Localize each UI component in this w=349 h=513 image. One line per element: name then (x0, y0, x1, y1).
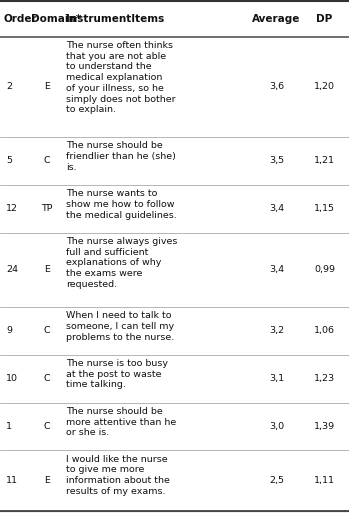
Text: 3,2: 3,2 (269, 326, 284, 336)
Text: 1,11: 1,11 (314, 477, 335, 485)
Text: 24: 24 (6, 265, 18, 274)
Text: 0,99: 0,99 (314, 265, 335, 274)
Text: Domain*: Domain* (31, 14, 82, 24)
Text: C: C (44, 374, 50, 383)
Text: 3,1: 3,1 (269, 374, 284, 383)
Text: The nurse wants to
show me how to follow
the medical guidelines.: The nurse wants to show me how to follow… (66, 189, 177, 220)
Text: 1,21: 1,21 (314, 156, 335, 165)
Text: TP: TP (42, 204, 53, 213)
Text: 1,39: 1,39 (314, 422, 335, 431)
Text: 12: 12 (6, 204, 18, 213)
Text: 5: 5 (6, 156, 12, 165)
Text: The nurse often thinks
that you are not able
to understand the
medical explanati: The nurse often thinks that you are not … (66, 41, 176, 114)
Text: E: E (44, 82, 50, 91)
Text: When I need to talk to
someone, I can tell my
problems to the nurse.: When I need to talk to someone, I can te… (66, 311, 174, 342)
Text: 10: 10 (6, 374, 18, 383)
Text: InstrumentItems: InstrumentItems (66, 14, 165, 24)
Text: 1,06: 1,06 (314, 326, 335, 336)
Text: 3,6: 3,6 (269, 82, 284, 91)
Text: 11: 11 (6, 477, 18, 485)
Text: 3,5: 3,5 (269, 156, 284, 165)
Text: Order: Order (3, 14, 37, 24)
Text: C: C (44, 422, 50, 431)
Text: DP: DP (317, 14, 333, 24)
Text: 1,23: 1,23 (314, 374, 335, 383)
Text: 9: 9 (6, 326, 12, 336)
Text: The nurse should be
more attentive than he
or she is.: The nurse should be more attentive than … (66, 407, 177, 437)
Text: E: E (44, 477, 50, 485)
Text: 2,5: 2,5 (269, 477, 284, 485)
Text: C: C (44, 156, 50, 165)
Text: 1: 1 (6, 422, 12, 431)
Text: The nurse always gives
full and sufficient
explanations of why
the exams were
re: The nurse always gives full and sufficie… (66, 237, 178, 289)
Text: Average: Average (252, 14, 301, 24)
Text: 1,15: 1,15 (314, 204, 335, 213)
Text: 1,20: 1,20 (314, 82, 335, 91)
Text: 2: 2 (6, 82, 12, 91)
Text: 3,4: 3,4 (269, 204, 284, 213)
Text: 3,4: 3,4 (269, 265, 284, 274)
Text: The nurse is too busy
at the post to waste
time talking.: The nurse is too busy at the post to was… (66, 359, 168, 389)
Text: E: E (44, 265, 50, 274)
Text: C: C (44, 326, 50, 336)
Text: I would like the nurse
to give me more
information about the
results of my exams: I would like the nurse to give me more i… (66, 455, 170, 496)
Text: 3,0: 3,0 (269, 422, 284, 431)
Text: The nurse should be
friendlier than he (she)
is.: The nurse should be friendlier than he (… (66, 141, 176, 172)
